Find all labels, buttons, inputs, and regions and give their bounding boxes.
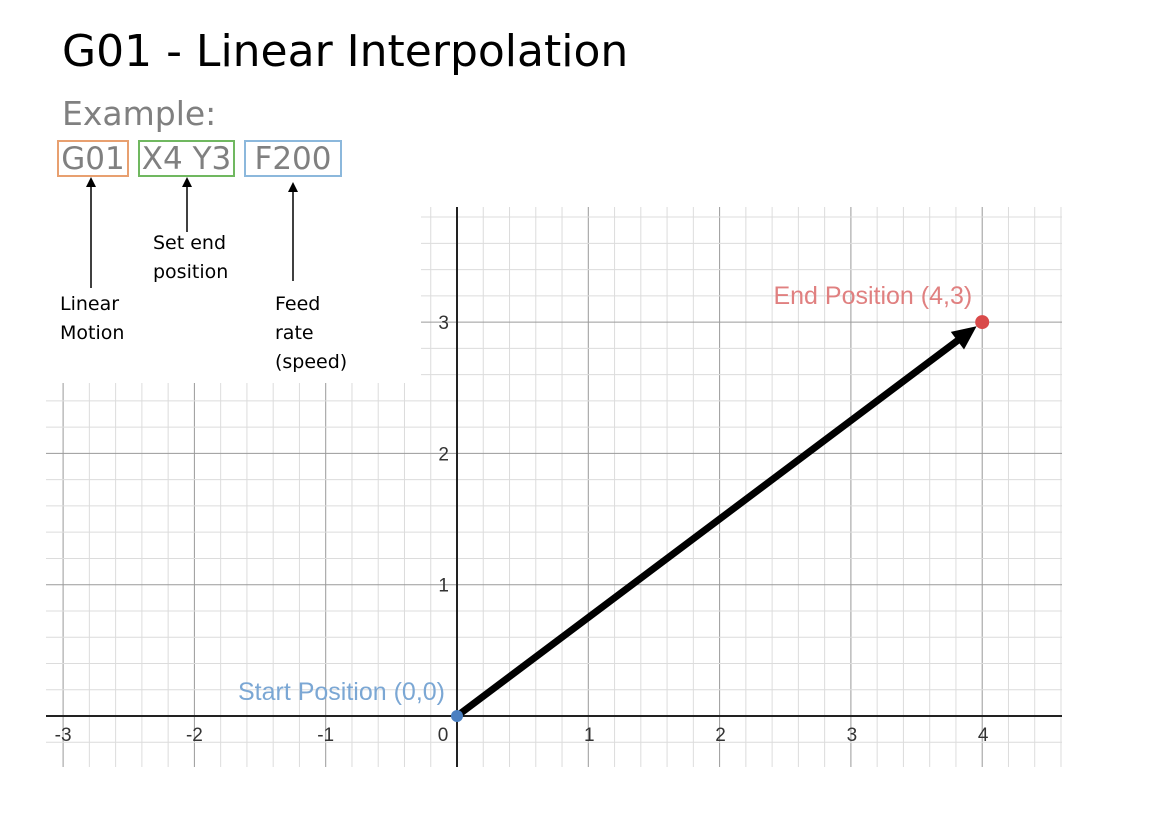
x-tick-label: -3 [55, 725, 72, 746]
note-line: Linear [60, 293, 120, 315]
x-tick-label: -1 [317, 725, 334, 746]
note-line: position [153, 261, 229, 283]
x-tick-label: -2 [186, 725, 203, 746]
start-point [451, 710, 463, 722]
x-tick-label: 2 [715, 725, 726, 746]
note-set-end-position: Set end position [153, 229, 228, 287]
note-line: Motion [60, 322, 125, 344]
x-tick-label: 4 [978, 725, 989, 746]
code-feed-text: F200 [254, 141, 332, 177]
annotation-arrows [86, 177, 298, 288]
x-tick-label: 3 [847, 725, 858, 746]
code-feed-box: F200 [244, 140, 342, 177]
start-position-label: Start Position (0,0) [238, 678, 445, 706]
code-g01-text: G01 [61, 141, 125, 177]
end-point [975, 315, 990, 330]
grid-lines [46, 207, 1062, 767]
note-line: rate [275, 322, 314, 344]
position-markers: Start Position (0,0) End Position (4,3) [238, 282, 990, 722]
axes [46, 207, 1062, 767]
tick-labels: -3 -2 -1 0 1 2 3 4 1 2 3 [55, 313, 989, 746]
x-tick-label: 1 [584, 725, 595, 746]
x-tick-label: 0 [438, 725, 449, 746]
end-position-label: End Position (4,3) [773, 282, 972, 310]
note-linear-motion: Linear Motion [60, 290, 124, 348]
example-label: Example: [62, 94, 217, 133]
grid [46, 207, 1062, 767]
note-line: Set end [153, 232, 227, 254]
code-g01-box: G01 [57, 140, 129, 177]
motion-line [453, 337, 961, 720]
code-xy-box: X4 Y3 [138, 140, 235, 177]
page-title: G01 - Linear Interpolation [62, 26, 629, 77]
code-xy-text: X4 Y3 [141, 141, 232, 177]
y-tick-label: 1 [438, 576, 449, 597]
motion-arrowhead [950, 326, 977, 350]
y-tick-label: 3 [438, 313, 449, 334]
note-line: (speed) [275, 351, 348, 373]
motion-path [453, 326, 977, 720]
y-tick-label: 2 [438, 444, 449, 465]
note-feed-rate: Feed rate (speed) [275, 290, 347, 377]
note-line: Feed [275, 293, 321, 315]
